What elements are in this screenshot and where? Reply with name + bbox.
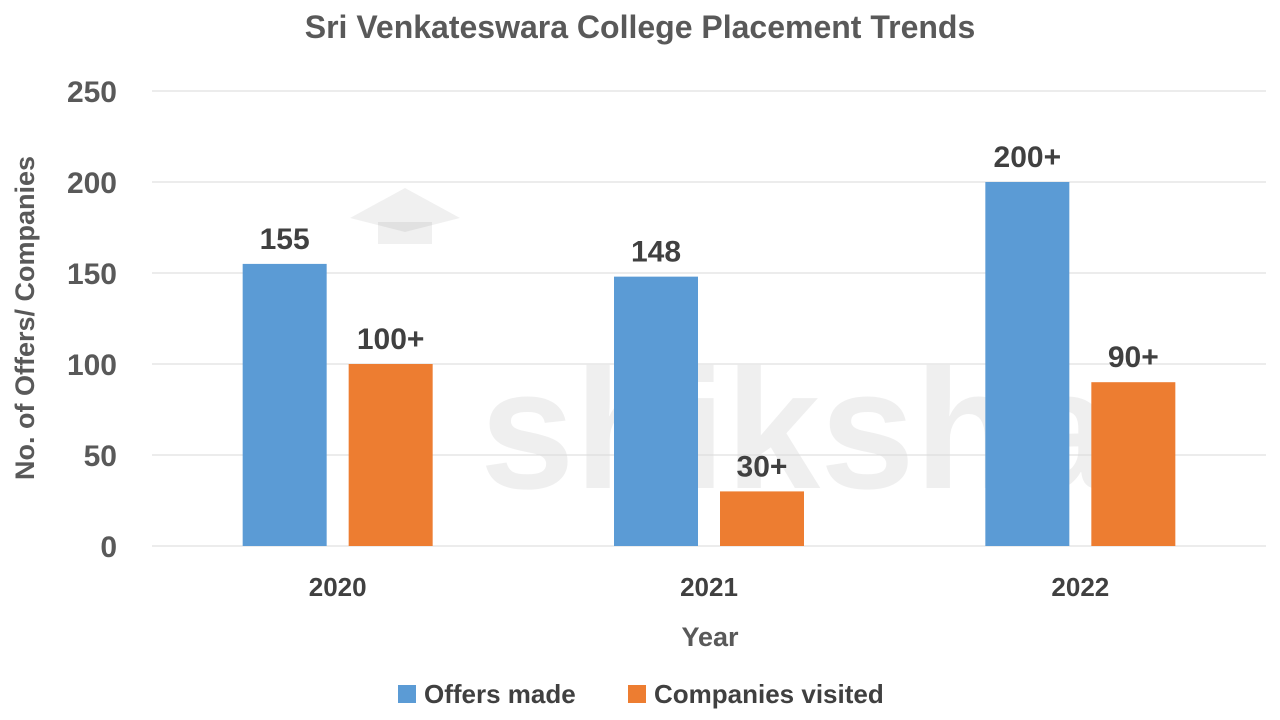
watermark-cap-icon: [350, 188, 460, 232]
y-tick-label: 250: [67, 76, 117, 109]
data-label: 155: [260, 223, 310, 256]
bar-companies-2020: [348, 364, 433, 546]
legend-label-offers: Offers made: [424, 679, 576, 709]
y-axis-ticks: 0 50 100 150 200 250: [67, 76, 117, 564]
bar-offers-2021: [614, 276, 698, 546]
data-label: 100+: [357, 323, 425, 356]
data-labels: 155 100+ 148 30+ 200+ 90+: [260, 141, 1159, 483]
x-axis-ticks: 2020 2021 2022: [309, 572, 1110, 602]
legend-label-companies: Companies visited: [654, 679, 884, 709]
x-tick-label: 2022: [1051, 572, 1109, 602]
data-label: 200+: [994, 141, 1062, 174]
data-label: 90+: [1108, 341, 1159, 374]
gridlines: [152, 90, 1266, 547]
data-label: 30+: [737, 450, 788, 483]
y-tick-label: 150: [67, 258, 117, 291]
bar-companies-2022: [1091, 382, 1176, 546]
legend: Offers made Companies visited: [398, 679, 884, 709]
bar-companies-2021: [720, 491, 804, 546]
y-tick-label: 50: [84, 440, 117, 473]
legend-swatch-companies: [628, 685, 646, 703]
watermark-cap-base: [378, 222, 432, 244]
chart-title: Sri Venkateswara College Placement Trend…: [305, 9, 976, 45]
y-tick-label: 100: [67, 349, 117, 382]
bar-offers-2020: [242, 263, 327, 546]
y-axis-label: No. of Offers/ Companies: [10, 156, 40, 480]
x-tick-label: 2021: [680, 572, 738, 602]
legend-swatch-offers: [398, 685, 416, 703]
x-tick-label: 2020: [309, 572, 367, 602]
y-tick-label: 0: [100, 531, 117, 564]
bar-offers-2022: [985, 182, 1070, 546]
data-label: 148: [631, 236, 681, 269]
y-tick-label: 200: [67, 167, 117, 200]
bars: [242, 182, 1176, 546]
x-axis-label: Year: [681, 622, 739, 652]
